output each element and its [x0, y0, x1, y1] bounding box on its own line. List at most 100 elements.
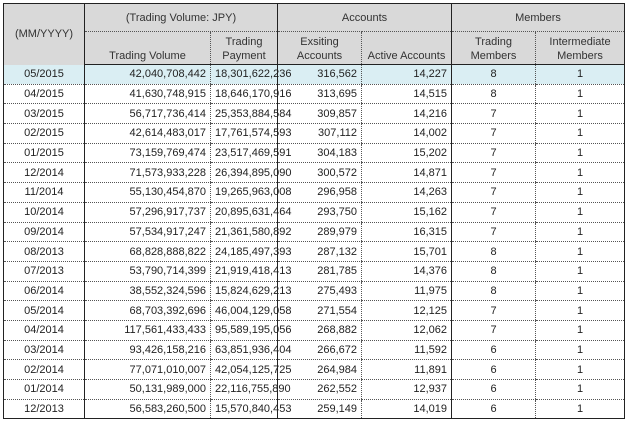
active-accounts-cell: 11,891 — [361, 359, 452, 380]
active-accounts-cell: 14,376 — [361, 261, 452, 282]
intermediate-members-cell: 1 — [535, 123, 625, 144]
table-row: 12/2014 71,573,933,228 26,394,895,090 300,5… — [3, 162, 625, 184]
table-row: 10/2014 57,296,917,737 20,895,631,464 293,7… — [3, 202, 625, 223]
trading-volume-cell: 55,130,454,870 — [84, 182, 211, 203]
intermediate-members-cell: 1 — [535, 182, 625, 203]
trading-payment-cell: 18,301,622,236 — [210, 64, 291, 85]
existing-accounts-cell: 289,979 — [277, 222, 362, 243]
table-row: 02/2015 42,614,483,017 17,761,574,593 307,1… — [3, 123, 625, 144]
period-cell: 03/2014 — [3, 340, 85, 361]
trading-members-cell: 6 — [451, 379, 536, 400]
intermediate-members-cell: 1 — [535, 222, 625, 243]
period-cell: 09/2014 — [3, 222, 85, 243]
period-header: (MM/YYYY) — [3, 3, 85, 65]
intermediate-members-cell: 1 — [535, 143, 625, 164]
trading-members-cell: 7 — [451, 222, 536, 243]
trading-payment-cell: 19,265,963,008 — [210, 182, 291, 203]
trading-members-cell: 8 — [451, 281, 536, 302]
trading-volume-cell: 68,703,392,696 — [84, 300, 211, 321]
table-row: 02/2014 77,071,010,007 42,054,125,725 264,9… — [3, 359, 625, 380]
trading-members-cell: 6 — [451, 340, 536, 361]
volume-group-header: (Trading Volume: JPY) — [84, 3, 278, 32]
trading-members-cell: 8 — [451, 241, 536, 262]
trading-payment-cell: 24,185,497,393 — [210, 241, 291, 262]
intermediate-members-cell: 1 — [535, 379, 625, 400]
trading-volume-cell: 57,296,917,737 — [84, 202, 211, 223]
period-cell: 05/2015 — [3, 64, 85, 85]
trading-payment-cell: 15,570,840,453 — [210, 399, 291, 419]
trading-payment-cell: 25,353,884,584 — [210, 103, 291, 125]
active-accounts-cell: 12,125 — [361, 300, 452, 321]
period-cell: 02/2014 — [3, 359, 85, 380]
existing-accounts-cell: 268,882 — [277, 320, 362, 341]
active-accounts-cell: 11,592 — [361, 340, 452, 361]
trading-volume-cell: 53,790,714,399 — [84, 261, 211, 282]
active-accounts-cell: 14,515 — [361, 84, 452, 105]
existing-accounts-cell: 307,112 — [277, 123, 362, 144]
period-cell: 12/2013 — [24, 403, 64, 416]
period-cell: 02/2015 — [3, 123, 85, 144]
active-accounts-cell: 15,162 — [361, 202, 452, 223]
trading-payment-cell: 23,517,469,591 — [210, 143, 291, 164]
trading-members-cell: 7 — [451, 202, 536, 223]
trading-members-cell: 7 — [451, 300, 536, 321]
trading-payment-cell: 20,895,631,464 — [210, 202, 291, 223]
active-accounts-cell: 14,002 — [361, 123, 452, 144]
table-row: 04/2014 117,561,433,433 95,589,195,056 268,… — [3, 320, 625, 341]
table-row: 09/2014 57,534,917,247 21,361,580,892 289,9… — [3, 222, 625, 243]
trading-payment-cell: 26,394,895,090 — [210, 162, 291, 184]
members-group-header: Members — [451, 3, 625, 32]
trading-payment-cell: 18,646,170,916 — [210, 84, 291, 105]
trading-members-cell: 8 — [451, 84, 536, 105]
table-row: 08/2013 68,828,888,822 24,185,497,393 287,1… — [3, 241, 625, 262]
existing-accounts-cell: 304,183 — [277, 143, 362, 164]
existing-accounts-cell: 309,857 — [277, 103, 362, 125]
trading-volume-cell: 77,071,010,007 — [84, 359, 211, 380]
active-accounts-header: Active Accounts — [361, 31, 452, 65]
existing-accounts-cell: 316,562 — [277, 64, 362, 85]
table-row: 05/2014 68,703,392,696 46,004,129,058 271,5… — [3, 300, 625, 321]
active-accounts-cell: 16,315 — [361, 222, 452, 243]
trading-volume-cell: 73,159,769,474 — [84, 143, 211, 164]
period-cell: 10/2014 — [3, 202, 85, 223]
table-row: 04/2015 41,630,748,915 18,646,170,916 313,6… — [3, 84, 625, 105]
existing-accounts-cell: 313,695 — [277, 84, 362, 105]
trading-volume-cell: 41,630,748,915 — [84, 84, 211, 105]
table-row: 07/2013 53,790,714,399 21,919,418,413 281,7… — [3, 261, 625, 282]
trading-members-header: Trading Members — [451, 31, 536, 65]
active-accounts-cell: 15,202 — [361, 143, 452, 164]
period-cell: 08/2013 — [3, 241, 85, 262]
existing-accounts-cell: 281,785 — [277, 261, 362, 282]
trading-payment-cell: 63,851,936,404 — [210, 340, 291, 361]
existing-accounts-header: Exsiting Accounts — [277, 31, 362, 65]
existing-accounts-cell: 264,984 — [277, 359, 362, 380]
intermediate-members-cell: 1 — [535, 399, 625, 419]
intermediate-members-cell: 1 — [535, 261, 625, 282]
trading-volume-cell: 93,426,158,216 — [84, 340, 211, 361]
intermediate-members-cell: 1 — [535, 300, 625, 321]
table-row: 01/2015 73,159,769,474 23,517,469,591 304,1… — [3, 143, 625, 164]
period-cell: 12/2014 — [3, 162, 85, 184]
intermediate-members-cell: 1 — [535, 64, 625, 85]
intermediate-members-cell: 1 — [535, 162, 625, 184]
table-row: 05/2015 42,040,708,442 18,301,622,236 316,5… — [3, 64, 625, 85]
existing-accounts-cell: 296,958 — [277, 182, 362, 203]
trading-payment-cell: 17,761,574,593 — [210, 123, 291, 144]
intermediate-members-cell: 1 — [535, 320, 625, 341]
trading-members-cell: 7 — [451, 143, 536, 164]
active-accounts-cell: 12,937 — [361, 379, 452, 400]
trading-payment-cell: 42,054,125,725 — [210, 359, 291, 380]
trading-payment-header: Trading Payment — [210, 31, 278, 65]
trading-statistics-table: (MM/YYYY) (Trading Volume: JPY) Accounts… — [3, 3, 625, 420]
period-cell: 06/2014 — [3, 281, 85, 302]
period-cell: 07/2013 — [3, 261, 85, 282]
trading-payment-cell: 21,361,580,892 — [210, 222, 291, 243]
period-cell: 11/2014 — [3, 182, 85, 203]
trading-payment-cell: 21,919,418,413 — [210, 261, 291, 282]
trading-members-cell: 7 — [451, 123, 536, 144]
trading-volume-cell: 38,552,324,596 — [84, 281, 211, 302]
period-cell: 04/2015 — [3, 84, 85, 105]
intermediate-members-cell: 1 — [535, 241, 625, 262]
trading-payment-cell: 46,004,129,058 — [210, 300, 291, 321]
intermediate-members-cell: 1 — [535, 84, 625, 105]
